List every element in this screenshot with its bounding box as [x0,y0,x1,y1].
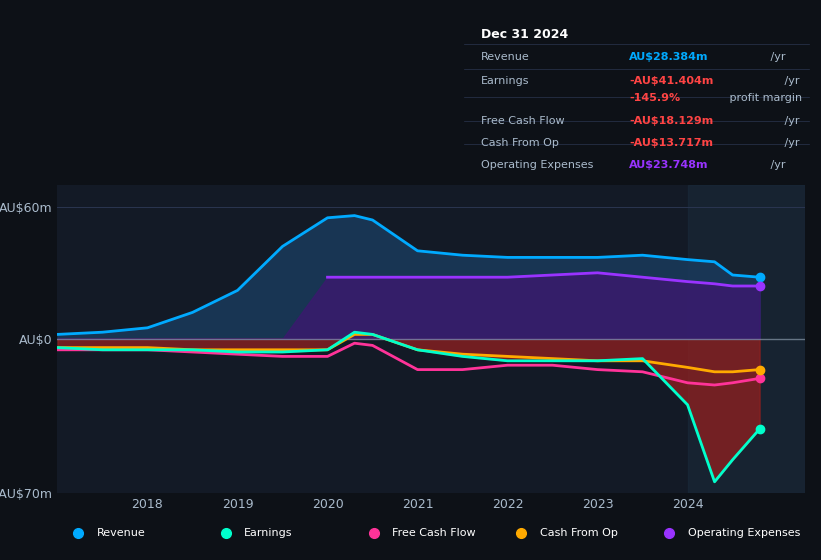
Text: -AU$13.717m: -AU$13.717m [630,138,713,148]
Text: Earnings: Earnings [245,529,293,538]
Text: Revenue: Revenue [97,529,145,538]
Text: Earnings: Earnings [481,76,530,86]
Text: /yr: /yr [768,160,786,170]
Bar [687,185,805,493]
Text: Free Cash Flow: Free Cash Flow [481,116,565,126]
Text: -AU$41.404m: -AU$41.404m [630,76,713,86]
Text: Dec 31 2024: Dec 31 2024 [481,28,568,41]
Text: -AU$18.129m: -AU$18.129m [630,116,713,126]
Text: Cash From Op: Cash From Op [540,529,617,538]
Text: AU$28.384m: AU$28.384m [630,52,709,62]
Text: Operating Expenses: Operating Expenses [688,529,800,538]
Text: /yr: /yr [781,138,800,148]
Text: Free Cash Flow: Free Cash Flow [392,529,475,538]
Text: /yr: /yr [781,76,800,86]
Text: /yr: /yr [768,52,786,62]
Text: profit margin: profit margin [726,94,802,104]
Text: AU$23.748m: AU$23.748m [630,160,709,170]
Text: Operating Expenses: Operating Expenses [481,160,594,170]
Text: -145.9%: -145.9% [630,94,681,104]
Text: Cash From Op: Cash From Op [481,138,559,148]
Text: Revenue: Revenue [481,52,530,62]
Text: /yr: /yr [781,116,800,126]
